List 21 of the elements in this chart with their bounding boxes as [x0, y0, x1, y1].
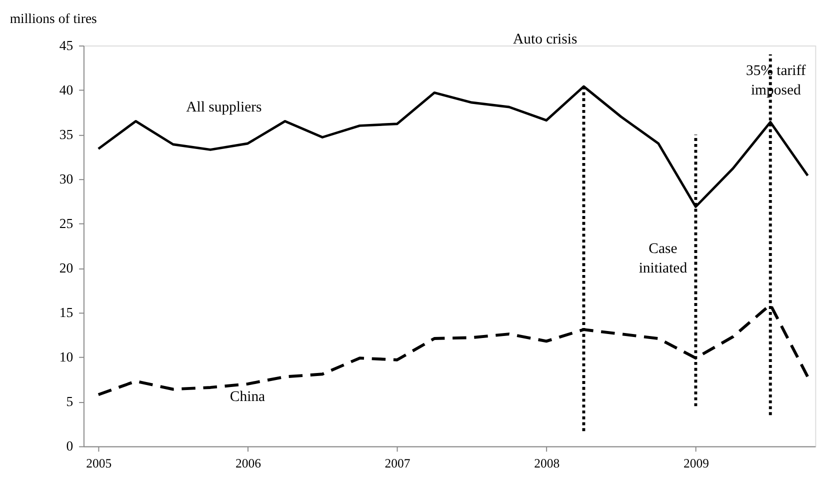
annotation: Case initiated: [638, 240, 688, 276]
y-tick-label: 5: [66, 394, 74, 410]
y-tick-label: 45: [59, 38, 74, 53]
y-tick-label: 25: [59, 216, 74, 232]
series-label: All suppliers: [186, 99, 262, 116]
y-tick-label: 30: [59, 172, 74, 187]
y-tick-label: 20: [59, 260, 74, 276]
y-axis-title: millions of tires: [10, 10, 97, 26]
x-tick-label: 2008: [534, 456, 560, 470]
y-tick-label: 15: [59, 305, 74, 320]
x-tick-label: 2007: [384, 456, 410, 470]
annotation: 35% tariff imposed: [746, 62, 806, 99]
y-tick-label: 35: [59, 126, 74, 142]
x-tick-label: 2009: [683, 456, 709, 470]
x-tick-label: 2005: [86, 456, 112, 470]
x-tick-label: 2006: [235, 456, 261, 470]
y-tick-label: 10: [59, 350, 74, 365]
y-tick-label: 0: [66, 438, 74, 454]
annotation: Auto crisis: [512, 32, 578, 48]
series-label: China: [230, 389, 266, 406]
y-tick-label: 40: [59, 82, 74, 98]
